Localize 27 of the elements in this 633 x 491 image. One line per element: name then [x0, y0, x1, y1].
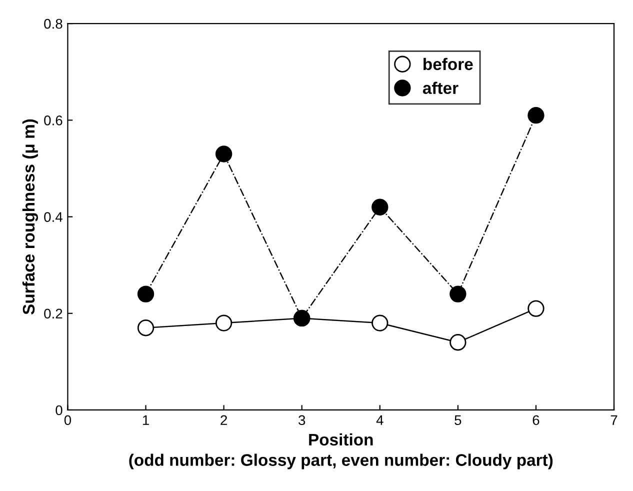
y-tick-label: 0.4	[44, 212, 62, 222]
point	[528, 300, 544, 317]
y-tick-label: 0.8	[44, 18, 62, 29]
y-axis-title: Surface roughness (μ m)	[22, 119, 38, 314]
point	[137, 320, 154, 336]
point	[215, 146, 232, 162]
x-tick-label: 1	[142, 415, 149, 425]
point	[372, 198, 388, 216]
y-tick-label: 0.6	[44, 116, 62, 126]
x-axis-title: Position (odd number: Glossy part, even number: Cloudy part)	[129, 433, 553, 470]
x-tick-label: 5	[454, 415, 462, 426]
point	[450, 286, 466, 302]
point	[528, 107, 544, 124]
point	[137, 286, 154, 302]
y-tick-label: 0.2	[44, 308, 62, 319]
x-tick-label: 7	[610, 415, 618, 425]
legend-label: after	[422, 82, 458, 94]
legend-label: before	[424, 58, 473, 70]
point	[215, 314, 232, 332]
x-tick-label: 0	[64, 415, 72, 426]
point	[450, 334, 466, 351]
x-tick-label: 6	[532, 415, 540, 426]
x-tick-label: 3	[298, 415, 306, 426]
x-tick-label: 4	[376, 415, 384, 425]
x-tick-label: 2	[220, 415, 227, 425]
y-tick-label: 0	[56, 405, 62, 416]
point	[372, 314, 388, 332]
